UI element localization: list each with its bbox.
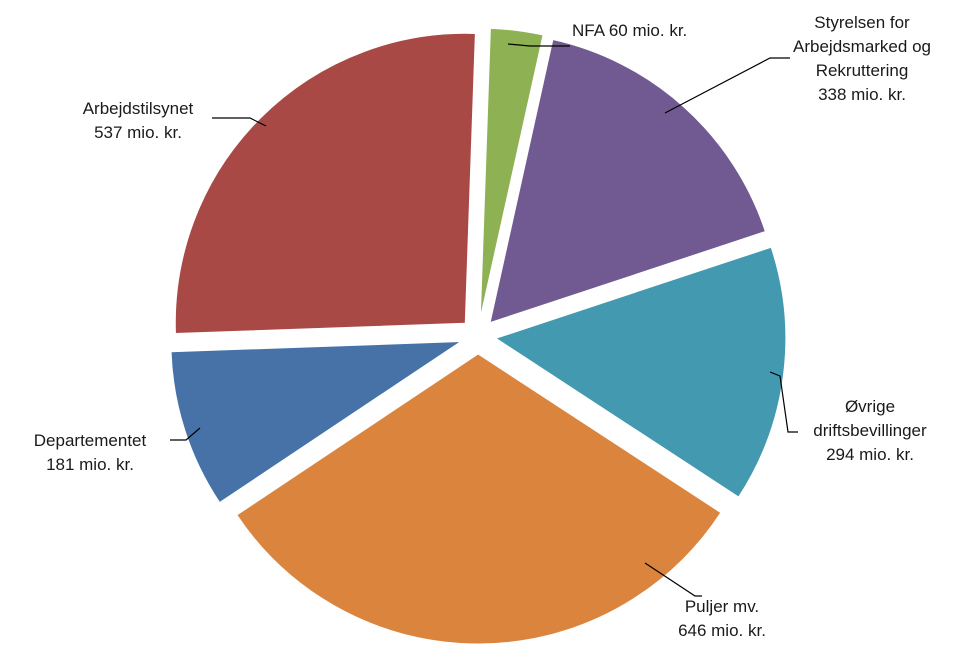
leader-line-5 xyxy=(212,117,267,127)
slice-label-3: Puljer mv. 646 mio. kr. xyxy=(678,597,766,640)
slice-label-0: NFA 60 mio. kr. xyxy=(572,21,687,40)
slice-label-2: Øvrige driftsbevillinger 294 mio. kr. xyxy=(813,397,927,464)
slice-label-line: Øvrige xyxy=(845,397,895,416)
slice-label-line: NFA 60 mio. kr. xyxy=(572,21,687,40)
pie-slice-nfa xyxy=(479,27,544,319)
leader-line-2 xyxy=(769,371,798,433)
slice-label-5: Arbejdstilsynet 537 mio. kr. xyxy=(83,99,194,142)
leader-line-4 xyxy=(170,427,201,441)
leader-line-1 xyxy=(664,57,790,114)
pie-slice-styrelsen-for-arbejdsmarked-og-rekruttering xyxy=(489,38,767,324)
pie-slice-øvrige-driftsbevillinger xyxy=(494,246,787,498)
slice-label-line: Departementet xyxy=(34,431,147,450)
pie-slice-arbejdstilsynet xyxy=(174,32,476,335)
slice-label-line: 294 mio. kr. xyxy=(826,445,914,464)
pie-slice-puljer-mv- xyxy=(236,353,722,645)
slice-label-line: 646 mio. kr. xyxy=(678,621,766,640)
slice-label-line: driftsbevillinger xyxy=(813,421,927,440)
pie-slice-departementet xyxy=(170,340,463,504)
slice-label-line: 537 mio. kr. xyxy=(94,123,182,142)
slice-label-4: Departementet 181 mio. kr. xyxy=(34,431,147,474)
slice-label-line: Arbejdsmarked og xyxy=(793,37,931,56)
leader-line-3 xyxy=(644,562,702,597)
slice-label-line: 338 mio. kr. xyxy=(818,85,906,104)
slice-label-line: Styrelsen for xyxy=(814,13,910,32)
slice-label-line: Arbejdstilsynet xyxy=(83,99,194,118)
slice-label-line: Puljer mv. xyxy=(685,597,759,616)
leader-line-0 xyxy=(507,43,570,47)
slice-label-line: 181 mio. kr. xyxy=(46,455,134,474)
slice-label-line: Rekruttering xyxy=(816,61,909,80)
slice-label-1: Styrelsen for Arbejdsmarked og Rekrutterin… xyxy=(793,13,931,104)
